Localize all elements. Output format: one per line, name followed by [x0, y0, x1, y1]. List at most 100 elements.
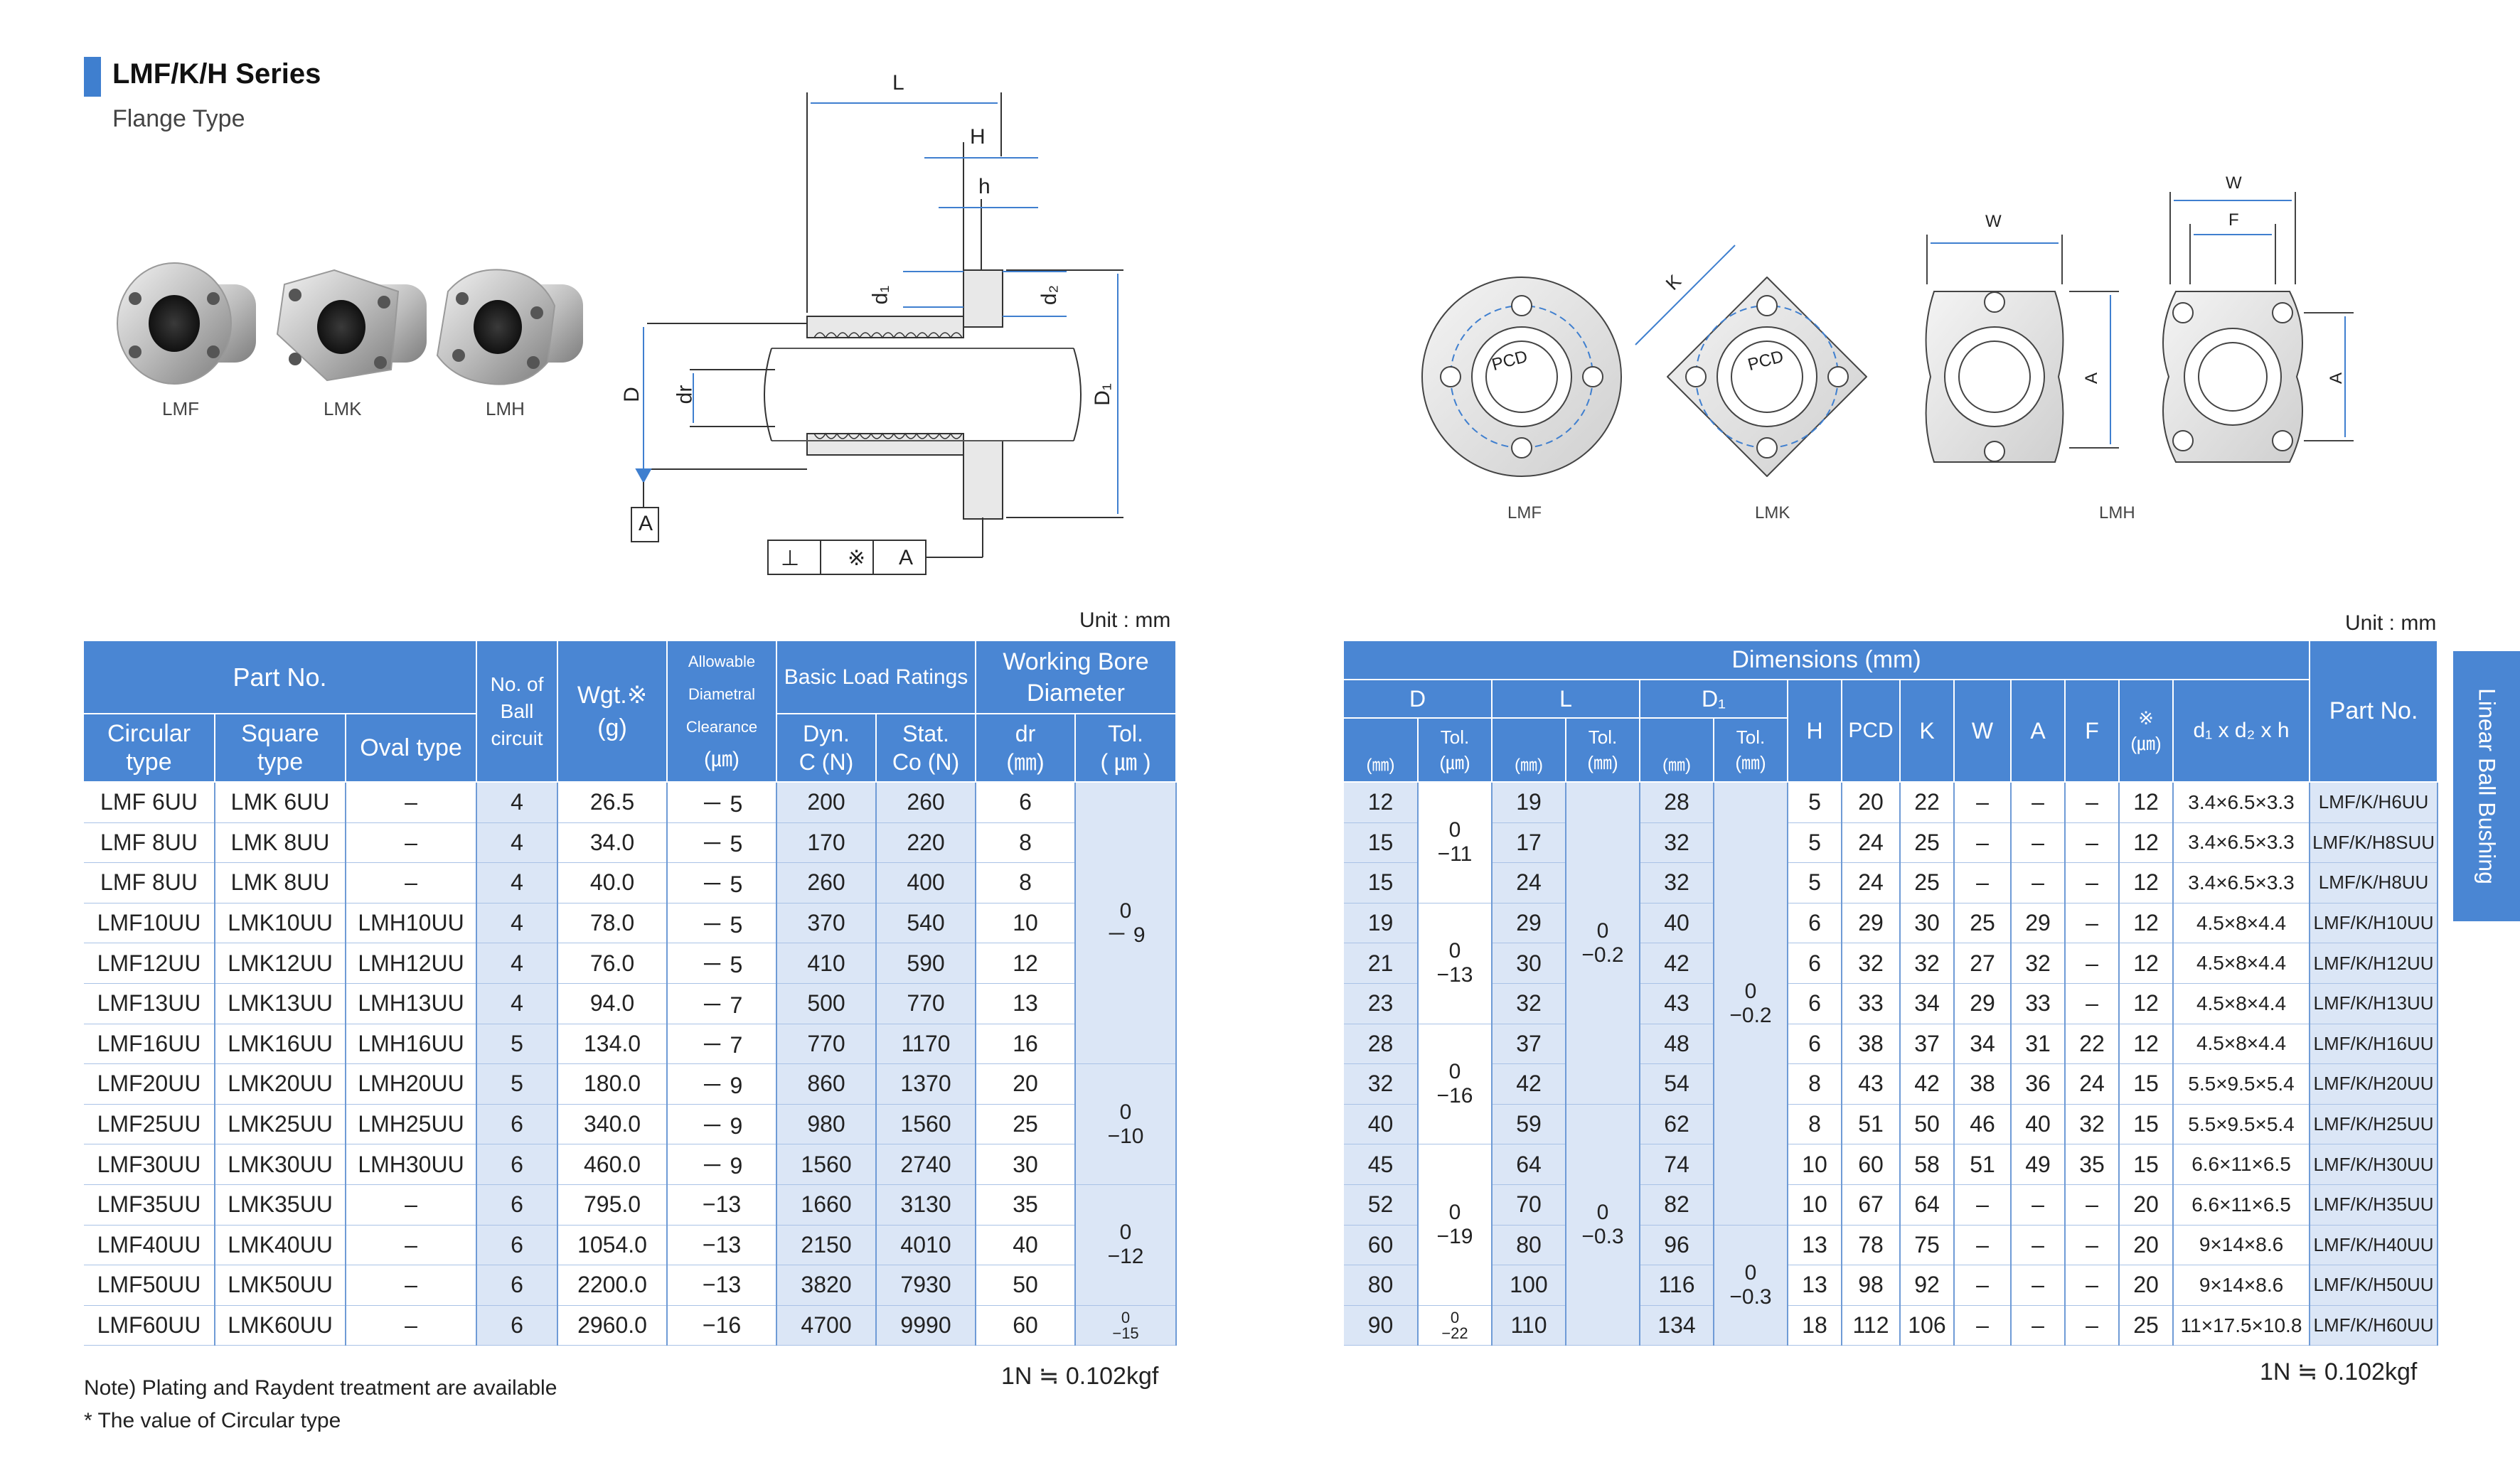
flange-diameter: 32 — [1640, 822, 1714, 864]
header-ball-circuit: No. of Ball circuit — [476, 641, 559, 783]
flange-diameter: 54 — [1640, 1063, 1714, 1105]
oval-part-no: – — [346, 1184, 478, 1226]
length-value: 80 — [1492, 1225, 1566, 1266]
dim-h: 6 — [1788, 1024, 1842, 1065]
dim-w: – — [1954, 1225, 2012, 1266]
table-row: LMF10UU LMK10UU LMH10UU 4 78.0 － 5 370 540 10 — [84, 903, 1176, 944]
ball-circuit-count: 6 — [476, 1104, 559, 1145]
static-load: 540 — [876, 903, 977, 944]
flange-diameter-tolerance: 0 −0.3 — [1714, 1225, 1788, 1346]
tolerance-mark-symbol: ※ — [848, 547, 866, 570]
dynamic-load: 2150 — [776, 1225, 877, 1266]
clearance-value: － 7 — [667, 983, 778, 1024]
dim-k: 42 — [1900, 1063, 1955, 1105]
dim-f: F — [2228, 210, 2239, 230]
right-part-no: LMF/K/H60UU — [2310, 1305, 2439, 1346]
table-row: 15 24 32 5 24 25– – –12 3.4×6.5×3.3 LMF/K/H8UU — [1344, 862, 2439, 903]
length-tolerance-top: 0 — [1596, 918, 1609, 943]
right-part-no: LMF/K/H6UU — [2310, 782, 2439, 823]
dim-f: – — [2065, 983, 2120, 1024]
bolt-hole-size: 3.4×6.5×3.3 — [2173, 822, 2311, 864]
bore-diameter: 50 — [976, 1265, 1077, 1306]
length-value: 64 — [1492, 1144, 1566, 1185]
outer-diameter: 32 — [1344, 1063, 1419, 1105]
table-row: LMF20UU LMK20UU LMH20UU 5 180.0 － 9 860 1370 20 0… — [84, 1063, 1178, 1185]
dim-h: 10 — [1788, 1184, 1842, 1226]
table-row: LMF60UU LMK60UU –6 2960.0 −16 4700 9990 60 0 −15 — [84, 1305, 1178, 1346]
static-load: 400 — [876, 862, 977, 903]
static-load: 1170 — [876, 1024, 977, 1065]
dim-h-lower: h — [978, 175, 991, 198]
bolt-hole-size: 4.5×8×4.4 — [2173, 1024, 2311, 1065]
header-d1: D₁ — [1640, 680, 1788, 719]
flange-diameter: 62 — [1640, 1104, 1714, 1145]
header-weight: Wgt.※ (g) — [557, 641, 668, 783]
bore-tolerance-bottom: −12 — [1107, 1245, 1144, 1269]
side-tab: Linear Ball Bushing — [2453, 651, 2520, 921]
dim-w: 51 — [1954, 1144, 2012, 1185]
dim-a-lmh-narrow: A — [2327, 372, 2347, 385]
length-value: 29 — [1492, 903, 1566, 944]
dim-m: 12 — [2119, 782, 2174, 823]
weight-value: 78.0 — [557, 903, 668, 944]
right-part-no: LMF/K/H25UU — [2310, 1104, 2439, 1145]
table-row: 28 0 −16 37 48 6 38 37 34 31 22 12 4.5×8×4.4 LMF/K/H1… — [1344, 1024, 2439, 1145]
flange-diameter: 116 — [1640, 1265, 1714, 1306]
dim-k: 75 — [1900, 1225, 1955, 1266]
outer-diameter: 45 — [1344, 1144, 1419, 1185]
clearance-value: － 5 — [667, 862, 778, 903]
dim-k: 50 — [1900, 1104, 1955, 1145]
ball-circuit-count: 4 — [476, 822, 559, 864]
header-l: L — [1492, 680, 1640, 719]
dim-d2: d₂ — [1037, 284, 1062, 306]
dim-w-lmh-narrow: W — [2226, 173, 2242, 193]
flange-diameter: 28 — [1640, 782, 1714, 823]
static-load: 9990 — [876, 1305, 977, 1346]
outer-diameter: 15 — [1344, 862, 1419, 903]
bolt-hole-size: 9×14×8.6 — [2173, 1225, 2311, 1266]
flange-diameter: 43 — [1640, 983, 1714, 1024]
dynamic-load: 3820 — [776, 1265, 877, 1306]
dim-pcd: 51 — [1842, 1104, 1901, 1145]
outer-diameter: 12 — [1344, 782, 1419, 823]
dynamic-load: 200 — [776, 782, 877, 823]
header-stat-1: Stat. — [902, 721, 949, 746]
flange-diameter-tolerance-bottom: −0.2 — [1729, 1003, 1772, 1027]
header-d-tol-unit: (㎛) — [1439, 752, 1470, 773]
oval-part-no: – — [346, 782, 478, 823]
outer-diameter-tolerance-bottom: −19 — [1436, 1225, 1473, 1249]
front-views — [1421, 192, 2354, 477]
header-l-tol-unit: (㎜) — [1587, 752, 1618, 773]
dim-pcd: 24 — [1842, 862, 1901, 903]
ball-circuit-count: 4 — [476, 903, 559, 944]
bore-diameter: 10 — [976, 903, 1077, 944]
clearance-value: － 9 — [667, 1063, 778, 1105]
dynamic-load: 770 — [776, 1024, 877, 1065]
outer-diameter: 60 — [1344, 1225, 1419, 1266]
dim-k: 58 — [1900, 1144, 1955, 1185]
dim-pcd: 67 — [1842, 1184, 1901, 1226]
header-dr-unit: (㎜) — [1006, 749, 1045, 775]
outer-diameter-tolerance-top: 0 — [1450, 1308, 1460, 1326]
dim-a: – — [2011, 862, 2066, 903]
dynamic-load: 980 — [776, 1104, 877, 1145]
flange-diameter-tolerance: 0 −0.2 — [1714, 782, 1788, 1226]
length-value: 24 — [1492, 862, 1566, 903]
lmh-front-view-narrow — [2162, 192, 2354, 463]
bore-tolerance-bottom: −10 — [1107, 1124, 1144, 1148]
circular-part-no: LMF35UU — [84, 1184, 215, 1226]
dim-h: 13 — [1788, 1225, 1842, 1266]
length-tolerance: 0 −0.3 — [1566, 1104, 1640, 1346]
dim-f: – — [2065, 782, 2120, 823]
table-row: LMF25UU LMK25UU LMH25UU 6 340.0 － 9 980 1560 25 — [84, 1104, 1176, 1145]
circular-part-no: LMF40UU — [84, 1225, 215, 1266]
header-a: A — [2011, 680, 2066, 783]
bore-diameter: 60 — [976, 1305, 1077, 1346]
table-row: LMF40UU LMK40UU –6 1054.0 −13 2150 4010 40 — [84, 1225, 1176, 1266]
series-accent-bar — [84, 57, 101, 97]
dim-m: 12 — [2119, 1024, 2174, 1065]
header-tol: Tol. ( ㎛ ) — [1075, 714, 1178, 783]
dim-d1-small: d₁ — [868, 285, 892, 305]
weight-value: 2200.0 — [557, 1265, 668, 1306]
header-f: F — [2065, 680, 2120, 783]
